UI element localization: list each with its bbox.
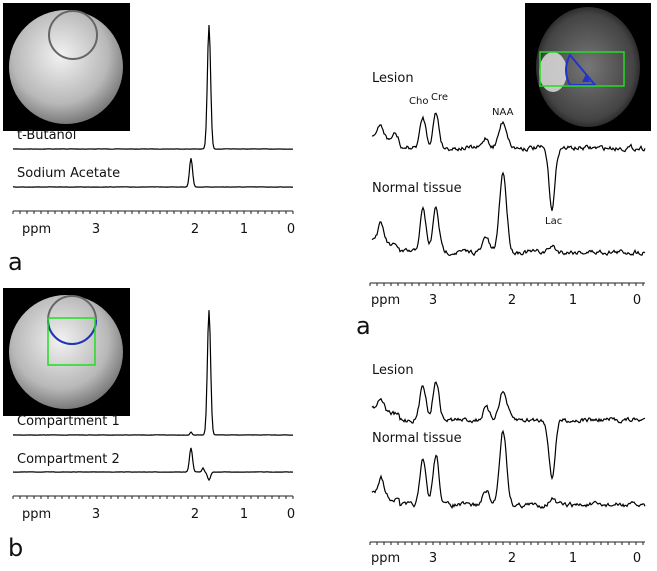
axis-tick-label: 2	[191, 222, 199, 237]
trace-label: Lesion	[372, 363, 414, 378]
axis-tick-label: 0	[287, 222, 295, 237]
peak-label: NAA	[492, 107, 514, 118]
spectrum	[12, 24, 294, 150]
spectrum	[12, 447, 294, 482]
axis-tick-label: 3	[92, 507, 100, 522]
spectrum	[371, 171, 646, 257]
axis-tick-label: 2	[508, 293, 516, 308]
trace-label: Compartment 1	[17, 414, 120, 429]
phantom-image	[3, 3, 130, 131]
trace-label: Compartment 2	[17, 452, 120, 467]
axis-tick-label: 3	[429, 293, 437, 308]
spectra	[12, 24, 646, 510]
axis-unit: ppm	[22, 507, 51, 522]
axis-tick-label: 0	[287, 507, 295, 522]
peak-label: Cho	[409, 96, 428, 107]
spectrum	[371, 381, 646, 481]
axis-unit: ppm	[371, 293, 400, 308]
spectrum	[371, 429, 646, 510]
axis-tick-label: 3	[429, 551, 437, 566]
axis-tick-label: 1	[569, 293, 577, 308]
trace-label: Sodium Acetate	[17, 166, 120, 181]
axis-tick-label: 2	[191, 507, 199, 522]
peak-label: Lac	[545, 216, 562, 227]
trace-label: t-Butanol	[17, 128, 76, 143]
axis-tick-label: 0	[633, 293, 641, 308]
trace-label: Normal tissue	[372, 431, 462, 446]
panel-letter: a	[356, 312, 371, 340]
axis-tick-label: 1	[569, 551, 577, 566]
brain-image	[525, 3, 651, 131]
panel-letter: b	[8, 534, 23, 562]
trace-label: Lesion	[372, 71, 414, 86]
phantom-image-compartments	[3, 288, 130, 416]
spectrum	[12, 310, 294, 436]
axis-tick-label: 0	[633, 551, 641, 566]
axis-tick-label: 1	[240, 507, 248, 522]
axis-unit: ppm	[22, 222, 51, 237]
spectrum	[13, 158, 293, 188]
axis-unit: ppm	[371, 551, 400, 566]
trace-label: Normal tissue	[372, 181, 462, 196]
peak-label: Cre	[431, 92, 448, 103]
axis-tick-label: 2	[508, 551, 516, 566]
axes: ppm 3 2 1 0 ppm 3 2 1 0 ppm 3 2 1 0 ppm 3 2 1 0	[12, 210, 645, 566]
axis-tick-label: 1	[240, 222, 248, 237]
axis-tick-label: 3	[92, 222, 100, 237]
spectrum	[371, 112, 646, 211]
panel-letter: a	[8, 248, 23, 276]
